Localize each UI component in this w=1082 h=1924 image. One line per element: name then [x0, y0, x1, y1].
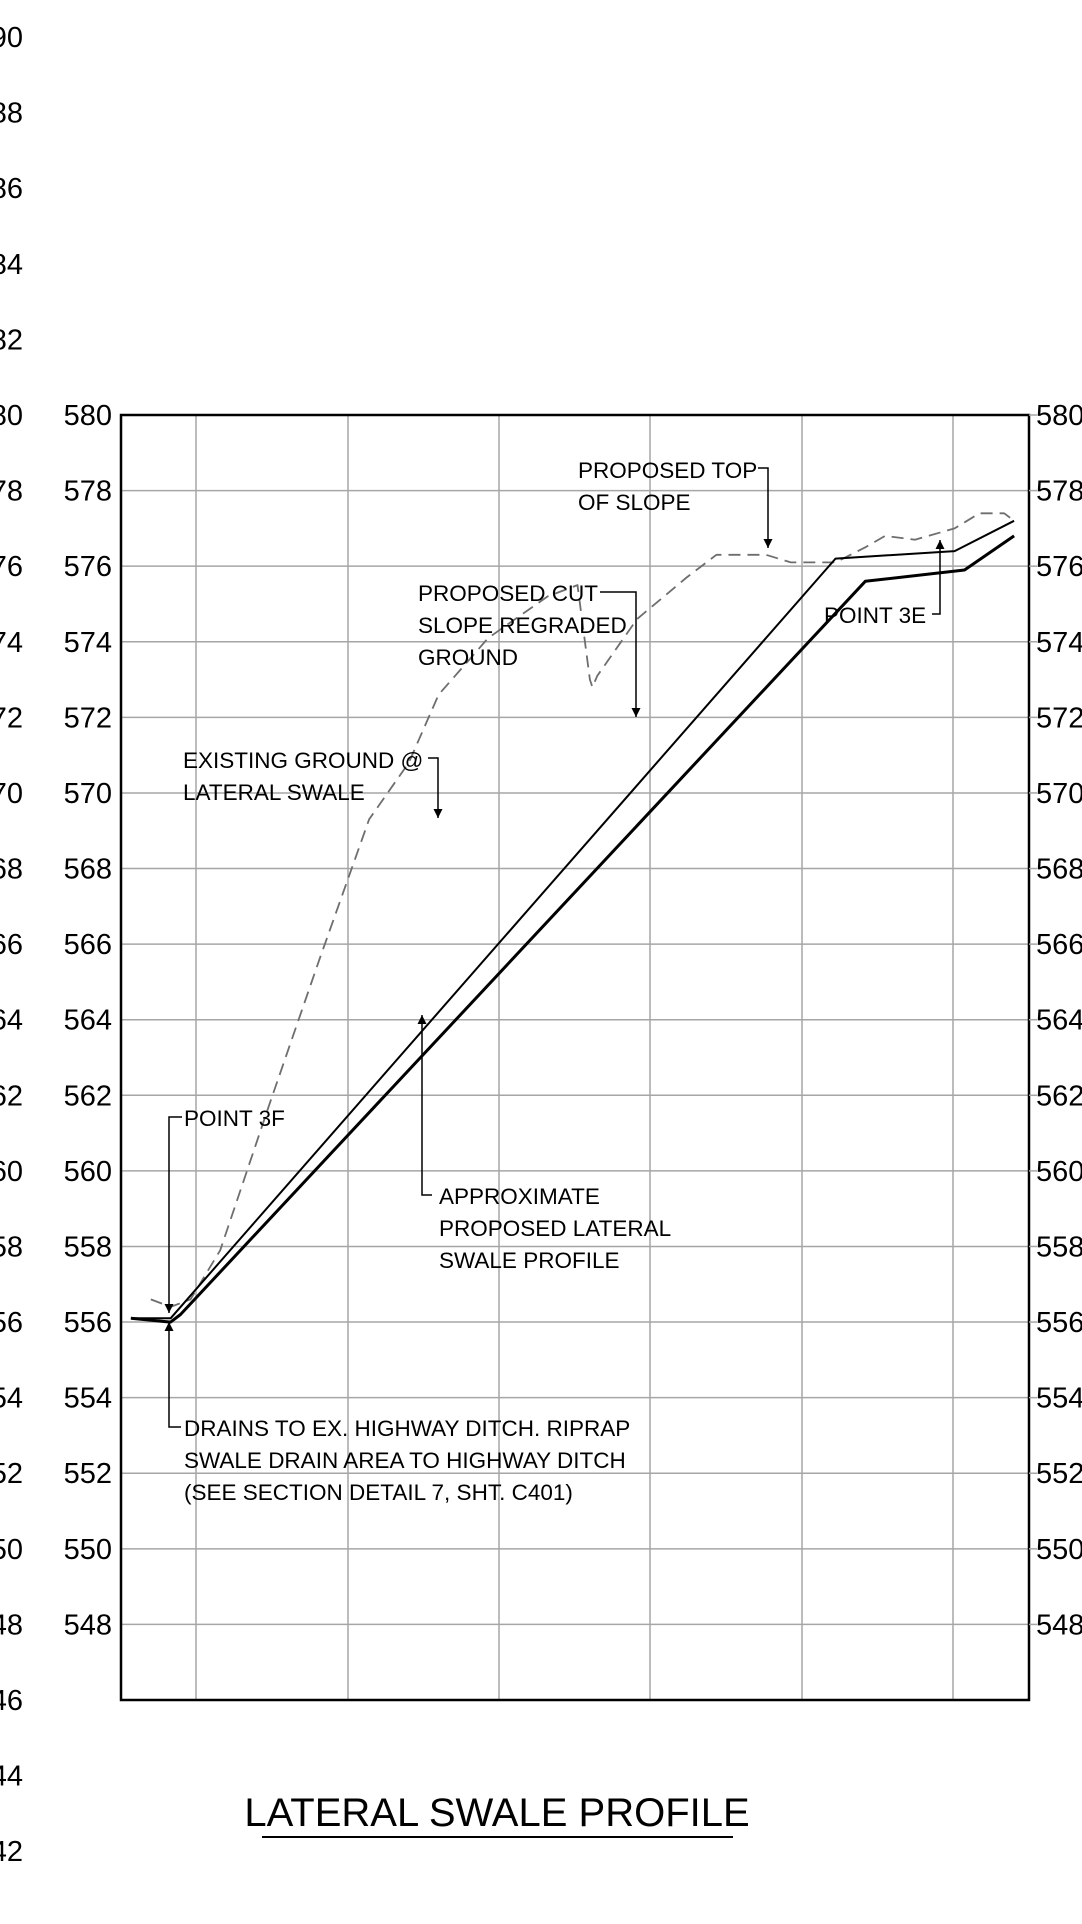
outer-elevation-label: 74: [0, 627, 23, 659]
outer-elevation-label: 50: [0, 1534, 23, 1566]
plot-frame: [119, 413, 1031, 1702]
outer-elevation-label: 48: [0, 1609, 23, 1641]
outer-elevation-label: 42: [0, 1836, 23, 1868]
existing-ground-label: EXISTING GROUND @ LATERAL SWALE: [183, 748, 430, 805]
left-elevation-label: 552: [64, 1458, 112, 1490]
right-elevation-label: 566: [1036, 929, 1082, 961]
left-elevation-label: 564: [64, 1005, 112, 1037]
left-elevation-label: 568: [64, 854, 112, 886]
outer-elevation-label: 56: [0, 1307, 23, 1339]
outer-elevation-label: 62: [0, 1080, 23, 1112]
left-elevation-label: 570: [64, 778, 112, 810]
right-elevation-label: 564: [1036, 1005, 1082, 1037]
cut-slope-label: PROPOSED CUT SLOPE REGRADED GROUND: [418, 581, 633, 670]
left-elevation-label: 576: [64, 551, 112, 583]
left-elevation-label: 554: [64, 1383, 112, 1415]
outer-elevation-label: 72: [0, 702, 23, 734]
right-elevation-label: 580: [1036, 400, 1082, 432]
swale-profile-line: [130, 534, 1015, 1324]
right-elevation-label: 574: [1036, 627, 1082, 659]
right-elevation-label: 578: [1036, 476, 1082, 508]
outer-elevation-label: 66: [0, 929, 23, 961]
outer-elevation-label: 70: [0, 778, 23, 810]
cut-slope-line: [130, 519, 1015, 1320]
right-elevation-label: 548: [1036, 1609, 1082, 1641]
right-elevation-label: 560: [1036, 1156, 1082, 1188]
outer-elevation-label: 86: [0, 173, 23, 205]
left-elevation-label: 580: [64, 400, 112, 432]
outer-elevation-label: 90: [0, 22, 23, 54]
outer-elevation-label: 76: [0, 551, 23, 583]
outer-elevation-label: 60: [0, 1156, 23, 1188]
outer-elevation-label: 84: [0, 249, 23, 281]
right-elevation-label: 558: [1036, 1231, 1082, 1263]
right-elevation-label: 570: [1036, 778, 1082, 810]
drawing-title: LATERAL SWALE PROFILE: [244, 1791, 749, 1835]
left-elevation-label: 556: [64, 1307, 112, 1339]
cut-slope-leader: [600, 591, 641, 717]
right-elevation-label: 550: [1036, 1534, 1082, 1566]
right-elevation-label: 562: [1036, 1080, 1082, 1112]
leaders: [164, 467, 945, 1428]
existing-ground-line: [150, 512, 1015, 1308]
profile-grid: [121, 415, 1029, 1700]
profile-lines: [130, 512, 1015, 1324]
left-elevation-label: 562: [64, 1080, 112, 1112]
left-elevation-label: 572: [64, 702, 112, 734]
point-3f-label: POINT 3F: [184, 1106, 285, 1131]
left-elevation-label: 550: [64, 1534, 112, 1566]
outer-elevation-label: 68: [0, 854, 23, 886]
right-elevation-labels: 580 578 576 574 572 570 568 566 564 562 560 558 556 5…: [1029, 400, 1082, 1641]
outer-elevation-labels: 90 88 86 84 82 80 78 76 74 72 70 68 66 64 62 60 58 56 54 52…: [0, 22, 23, 1868]
left-elevation-label: 548: [64, 1609, 112, 1641]
left-elevation-labels: 580 578 576 574 572 570 568 566 564 562 560 558 556 5…: [64, 400, 112, 1641]
left-elevation-label: 574: [64, 627, 112, 659]
right-elevation-label: 556: [1036, 1307, 1082, 1339]
drains-note-label: DRAINS TO EX. HIGHWAY DITCH. RIPRAP SWAL…: [184, 1416, 636, 1505]
point-3e-leader: [932, 540, 945, 615]
approx-profile-label: APPROXIMATE PROPOSED LATERAL SWALE PROFI…: [439, 1184, 677, 1273]
point-3f-leader: [164, 1116, 182, 1313]
outer-elevation-label: 82: [0, 324, 23, 356]
outer-elevation-label: 78: [0, 476, 23, 508]
right-elevation-label: 576: [1036, 551, 1082, 583]
existing-ground-leader: [428, 757, 443, 818]
top-of-slope-label: PROPOSED TOP OF SLOPE: [578, 458, 763, 515]
outer-elevation-label: 54: [0, 1383, 23, 1415]
left-elevation-label: 560: [64, 1156, 112, 1188]
right-elevation-label: 568: [1036, 854, 1082, 886]
point-3e-label: POINT 3E: [824, 603, 926, 628]
right-elevation-label: 572: [1036, 702, 1082, 734]
approx-profile-leader: [417, 1015, 432, 1196]
outer-elevation-label: 64: [0, 1005, 23, 1037]
top-of-slope-leader: [758, 467, 773, 548]
left-elevation-label: 558: [64, 1231, 112, 1263]
left-elevation-label: 578: [64, 476, 112, 508]
outer-elevation-label: 58: [0, 1231, 23, 1263]
outer-elevation-label: 88: [0, 98, 23, 130]
outer-elevation-label: 80: [0, 400, 23, 432]
outer-elevation-label: 52: [0, 1458, 23, 1490]
outer-elevation-label: 44: [0, 1761, 23, 1793]
outer-elevation-label: 46: [0, 1685, 23, 1717]
right-elevation-label: 552: [1036, 1458, 1082, 1490]
left-elevation-label: 566: [64, 929, 112, 961]
right-elevation-label: 554: [1036, 1383, 1082, 1415]
drains-leader: [164, 1322, 181, 1428]
